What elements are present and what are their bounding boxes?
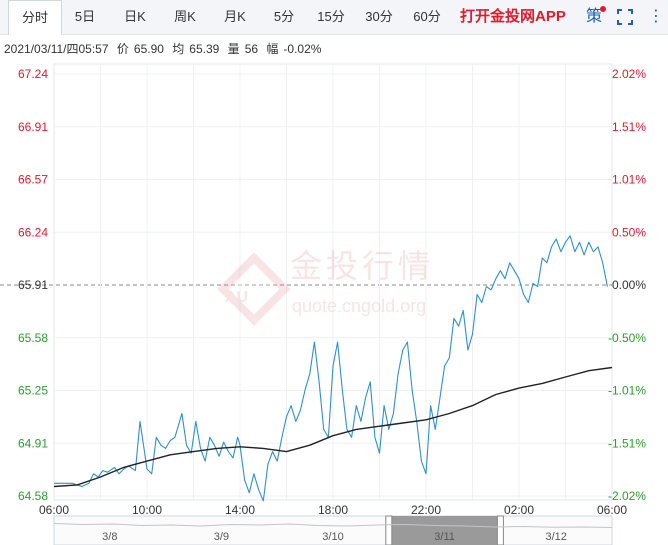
chart-grid [0,63,613,501]
y-tick-label-left: 66.91 [18,120,48,134]
y-tick-label-left: 65.91 [18,278,48,292]
y-tick-label-left: 65.58 [18,331,48,345]
open-app-link[interactable]: 打开金投网APP [460,8,566,25]
x-tick-label: 06:00 [39,503,69,517]
watermark-logo-icon [217,252,291,326]
x-tick-label: 10:00 [132,503,162,517]
range-navigator: 3/8 3/9 3/10 3/11 3/12 [53,515,613,545]
chart-axes: 67.24 2.02% 66.91 1.51% 66.57 1.01% 66.24 0.50%… [18,67,646,517]
navigator-selected-range [388,516,501,545]
quote-info-bar: 2021/03/11/四05:57 价 65.90 均 65.39 量 56 幅 -0.… [4,40,326,57]
y-tick-label-right: -1.01% [608,384,646,398]
x-tick-label: 22:00 [411,503,441,517]
y-tick-label-left: 66.24 [18,225,48,239]
tab-5-min[interactable]: 5分 [273,9,295,24]
period-tab-bar: 分时 5日 日K 周K 月K 5分 15分 30分 60分 打开金投网APP 策… [0,0,668,35]
y-tick-label-right: 1.01% [612,173,646,187]
watermark-brand: 金投行情 [290,248,434,284]
watermark-logo-text: AU [225,289,248,306]
y-tick-label-right: 2.02% [612,67,646,81]
y-tick-label-right: -0.50% [608,331,646,345]
navigator-date-label: 3/11 [434,531,455,543]
y-tick-label-right: 1.51% [612,120,646,134]
price-value: 65.90 [133,42,164,56]
y-tick-label-right: 0.50% [612,225,646,239]
navigator-handle-left [385,515,393,545]
navigator-date-label: 3/9 [214,531,229,543]
change-label: 幅 [266,42,279,56]
tab-monthly-k[interactable]: 月K [224,9,246,24]
tab-15-min[interactable]: 15分 [317,9,345,24]
y-tick-label-right: 0.00% [612,278,646,292]
tab-weekly-k[interactable]: 周K [174,9,196,24]
navigator-handle-right [496,515,504,545]
avg-value: 65.39 [189,42,220,56]
price-line [54,235,608,502]
strategy-button[interactable]: 策 [586,8,603,25]
x-tick-label: 18:00 [318,503,348,517]
y-tick-label-left: 64.58 [18,489,48,503]
navigator-trend-line [53,523,613,528]
price-label: 价 [116,42,129,56]
tab-5-day[interactable]: 5日 [74,9,96,24]
avg-line [53,366,613,488]
watermark-url: quote.cngold.org [292,296,426,316]
y-tick-label-left: 66.57 [18,173,48,187]
y-tick-label-left: 64.91 [18,436,48,450]
avg-label: 均 [172,42,185,56]
change-value: -0.02% [283,42,322,56]
y-tick-label-left: 65.25 [18,384,48,398]
tab-intraday[interactable]: 分时 [8,0,62,35]
navigator-date-label: 3/10 [322,531,343,543]
tab-daily-k[interactable]: 日K [124,9,146,24]
more-menu-icon[interactable]: ⋮ [648,8,664,25]
volume-value: 56 [244,42,259,56]
watermark: AU 金投行情 quote.cngold.org [217,248,434,326]
navigator-date-label: 3/8 [102,531,117,543]
x-tick-label: 02:00 [504,503,534,517]
x-tick-label: 06:00 [597,503,627,517]
navigator-frame [53,515,613,545]
y-tick-label-right: -1.51% [608,436,646,450]
fullscreen-icon[interactable] [617,9,633,25]
x-tick-label: 14:00 [225,503,255,517]
y-tick-label-right: -2.02% [608,489,646,503]
navigator-date-label: 3/12 [545,531,566,543]
plot-frame [53,63,613,501]
notification-dot [600,6,606,12]
y-tick-label-left: 67.24 [18,67,48,81]
quote-datetime: 2021/03/11/四05:57 [4,42,109,56]
tab-30-min[interactable]: 30分 [365,9,393,24]
volume-label: 量 [227,42,240,56]
tab-60-min[interactable]: 60分 [413,9,441,24]
chart-series [53,235,613,502]
